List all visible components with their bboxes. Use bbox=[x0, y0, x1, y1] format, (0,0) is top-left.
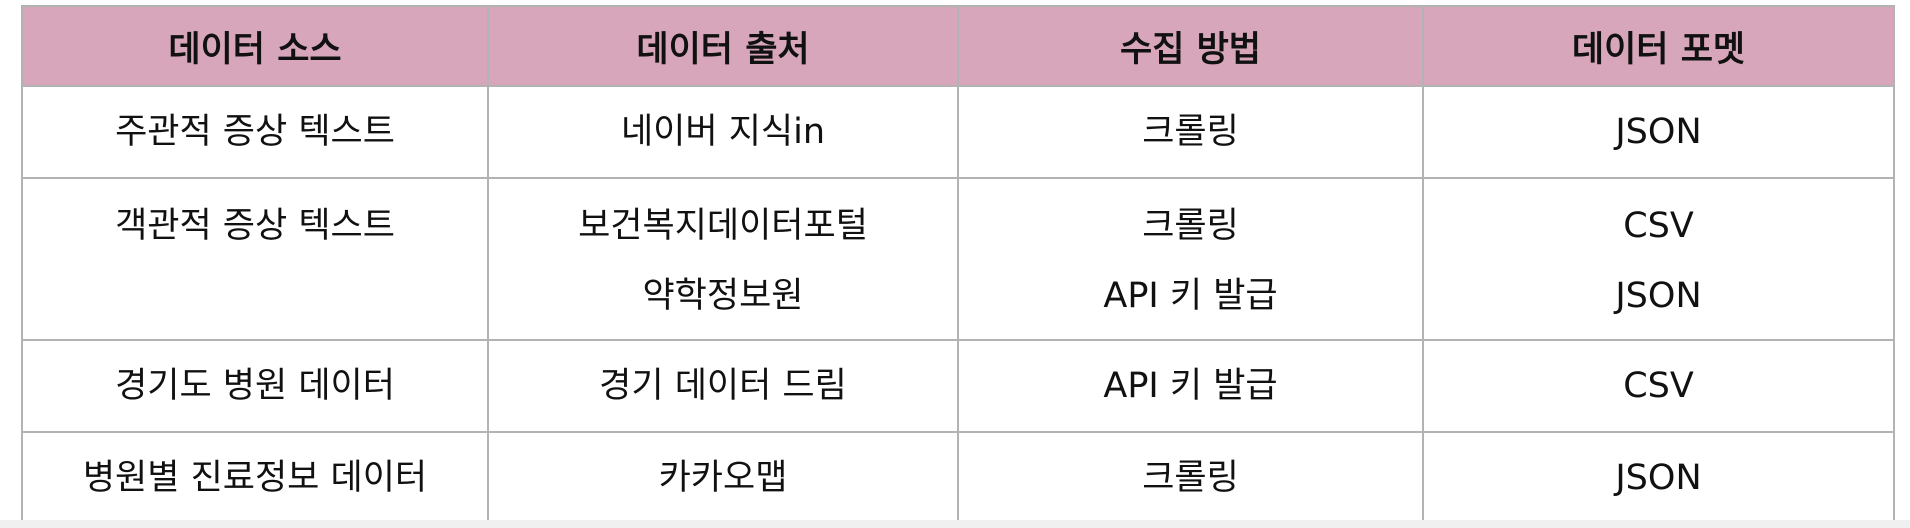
cell-origin: 보건복지데이터포털 약학정보원 bbox=[487, 177, 959, 341]
table-header-row: 데이터 소스 데이터 출처 수집 방법 데이터 포멧 bbox=[21, 5, 1895, 87]
cell-method: 크롤링 API 키 발급 bbox=[957, 177, 1424, 341]
data-source-table: 데이터 소스 데이터 출처 수집 방법 데이터 포멧 주관적 증상 텍스트 네이… bbox=[21, 5, 1895, 523]
bottom-strip bbox=[0, 520, 1910, 528]
cell-origin: 네이버 지식in bbox=[487, 85, 959, 179]
cell-method: 크롤링 bbox=[957, 431, 1424, 523]
cell-source: 병원별 진료정보 데이터 bbox=[21, 431, 489, 523]
cell-format: CSV bbox=[1422, 339, 1895, 433]
cell-text: 객관적 증상 텍스트 bbox=[115, 206, 395, 246]
cell-source: 경기도 병원 데이터 bbox=[21, 339, 489, 433]
cell-method: 크롤링 bbox=[957, 85, 1424, 179]
cell-text: 네이버 지식in bbox=[620, 112, 826, 152]
table-row: 객관적 증상 텍스트 보건복지데이터포털 약학정보원 크롤링 API 키 발급 bbox=[21, 177, 1895, 341]
cell-origin: 카카오맵 bbox=[487, 431, 959, 523]
cell-text: 카카오맵 bbox=[658, 458, 788, 498]
cell-text: 경기 데이터 드림 bbox=[599, 366, 847, 406]
cell-text: 크롤링 bbox=[1142, 458, 1239, 498]
cell-text: 크롤링 bbox=[1142, 112, 1239, 152]
table-row: 주관적 증상 텍스트 네이버 지식in 크롤링 JSON bbox=[21, 85, 1895, 179]
cell-method: API 키 발급 bbox=[957, 339, 1424, 433]
header-data-origin: 데이터 출처 bbox=[487, 5, 959, 87]
cell-source: 객관적 증상 텍스트 bbox=[21, 177, 489, 341]
cell-text: JSON bbox=[1615, 276, 1702, 316]
cell-format: JSON bbox=[1422, 85, 1895, 179]
cell-text: API 키 발급 bbox=[1103, 366, 1278, 406]
cell-format: JSON bbox=[1422, 431, 1895, 523]
header-data-source: 데이터 소스 bbox=[21, 5, 489, 87]
cell-source: 주관적 증상 텍스트 bbox=[21, 85, 489, 179]
cell-text: 경기도 병원 데이터 bbox=[115, 366, 395, 406]
cell-format: CSV JSON bbox=[1422, 177, 1895, 341]
cell-text: 병원별 진료정보 데이터 bbox=[82, 458, 428, 498]
cell-text: CSV bbox=[1623, 366, 1694, 406]
cell-origin: 경기 데이터 드림 bbox=[487, 339, 959, 433]
table-row: 병원별 진료정보 데이터 카카오맵 크롤링 JSON bbox=[21, 431, 1895, 523]
cell-text: API 키 발급 bbox=[1103, 276, 1278, 316]
header-collection-method: 수집 방법 bbox=[957, 5, 1424, 87]
cell-text: CSV bbox=[1623, 206, 1694, 246]
cell-text: 주관적 증상 텍스트 bbox=[115, 112, 395, 152]
cell-text: 보건복지데이터포털 bbox=[578, 206, 868, 246]
cell-text: JSON bbox=[1615, 112, 1702, 152]
cell-text: 크롤링 bbox=[1142, 206, 1239, 246]
cell-text: 약학정보원 bbox=[642, 276, 804, 316]
cell-text: JSON bbox=[1615, 458, 1702, 498]
table-row: 경기도 병원 데이터 경기 데이터 드림 API 키 발급 CSV bbox=[21, 339, 1895, 433]
header-data-format: 데이터 포멧 bbox=[1422, 5, 1895, 87]
